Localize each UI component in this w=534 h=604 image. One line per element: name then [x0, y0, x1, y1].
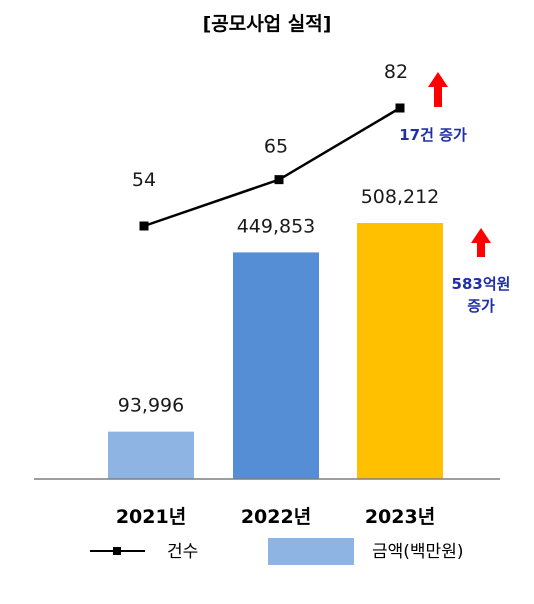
- count-increase-note: 17건 증가: [399, 126, 467, 144]
- count-line: [143, 106, 401, 228]
- chart-title: [공모사업 실적]: [203, 13, 332, 35]
- bar-1: [108, 431, 194, 479]
- bar-value-label-1: 93,996: [118, 395, 184, 417]
- bar-value-label-3: 508,212: [361, 186, 440, 208]
- legend-bar-swatch: [268, 538, 354, 565]
- count-value-label-2: 65: [264, 136, 288, 158]
- bar-2: [233, 252, 319, 479]
- category-label-3: 2023년: [365, 506, 435, 528]
- count-point-1: [139, 221, 149, 231]
- legend-amount-label: 금액(백만원): [372, 542, 463, 562]
- amount-increase-arrow-icon: [471, 228, 491, 257]
- count-value-label-3: 82: [384, 61, 408, 83]
- count-increase-arrow-icon: [428, 72, 448, 107]
- legend-count-label: 건수: [167, 542, 198, 562]
- category-axis: 2021년 2022년 2023년: [116, 506, 435, 528]
- bar-series: 93,996 449,853 508,212: [108, 186, 443, 479]
- category-label-2: 2022년: [241, 506, 311, 528]
- bar-3: [357, 223, 443, 479]
- amount-increase-note-line2: 증가: [467, 297, 495, 315]
- legend: 건수 금액(백만원): [90, 538, 463, 565]
- count-value-label-1: 54: [132, 169, 156, 191]
- count-point-2: [274, 175, 284, 185]
- line-series: 54 65 82: [132, 61, 408, 231]
- amount-increase-note-line1: 583억원: [452, 275, 511, 293]
- category-label-1: 2021년: [116, 506, 186, 528]
- bar-value-label-2: 449,853: [237, 215, 316, 237]
- legend-line-marker: [113, 547, 121, 555]
- count-point-3: [395, 103, 405, 113]
